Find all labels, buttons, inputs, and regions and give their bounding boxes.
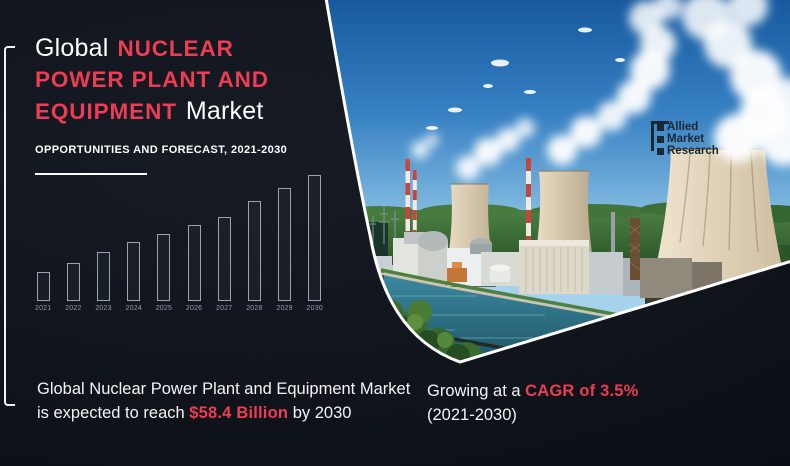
title-line-1: Global NUCLEAR	[35, 34, 287, 66]
bar-label-2026: 2026	[185, 305, 203, 312]
bar-column-2024: 2024	[126, 242, 142, 312]
title-line-3: EQUIPMENT Market	[35, 97, 287, 129]
bar-2026	[187, 225, 201, 301]
logo-bracket	[651, 121, 669, 151]
bar-label-2028: 2028	[246, 305, 263, 312]
small-clouds	[426, 27, 625, 130]
footer-left-line1: Global Nuclear Power Plant and Equipment…	[37, 380, 411, 398]
logo-square	[657, 148, 664, 155]
transmission-pylons	[370, 206, 399, 246]
bar-2024	[127, 242, 141, 301]
subtitle: OPPORTUNITIES AND FORECAST, 2021-2030	[35, 144, 288, 156]
steam-plumes	[411, 0, 790, 180]
bar-label-2027: 2027	[216, 305, 233, 312]
title-underline	[35, 173, 147, 175]
bar-2021	[36, 272, 50, 301]
bar-2028	[247, 201, 261, 301]
logo-word-3: Research	[667, 145, 719, 157]
footer-right-line1: Growing at a CAGR of 3.5%	[427, 382, 639, 400]
title-word-equipment: EQUIPMENT	[35, 99, 177, 124]
title-word-market: Market	[185, 97, 264, 125]
bar-column-2022: 2022	[65, 263, 81, 312]
footer-right-text: Growing at a CAGR of 3.5% (2021-2030)	[427, 380, 638, 427]
bar-2027	[217, 217, 231, 301]
left-edge-accent	[4, 46, 15, 406]
bar-2023	[97, 252, 111, 301]
bar-label-2024: 2024	[125, 305, 142, 312]
bar-2025	[157, 234, 171, 301]
market-value-highlight: $58.4 Billion	[189, 403, 289, 422]
bar-label-2022: 2022	[65, 305, 82, 312]
bar-2030	[308, 175, 322, 301]
allied-market-research-logo: Allied Market Research	[651, 121, 719, 158]
bar-label-2030: 2030	[306, 305, 323, 312]
bar-column-2027: 2027	[216, 217, 232, 312]
footer-right-line2: (2021-2030)	[427, 405, 517, 424]
plant-buildings	[366, 218, 722, 300]
bar-label-2023: 2023	[95, 305, 112, 312]
striped-chimneys	[405, 158, 615, 256]
bar-2022	[66, 263, 80, 301]
bar-column-2025: 2025	[156, 234, 172, 312]
cagr-highlight: CAGR of 3.5%	[525, 382, 639, 400]
footer-left-line2: is expected to reach $58.4 Billion by 20…	[37, 403, 352, 422]
growth-bar-chart: 2021 2022 2023 2024 2025 2026 2027 2028 2029 2030	[35, 172, 323, 312]
bar-column-2026: 2026	[186, 225, 202, 312]
logo-square	[657, 136, 664, 143]
bar-label-2029: 2029	[276, 305, 293, 312]
footer-left-text: Global Nuclear Power Plant and Equipment…	[37, 378, 410, 425]
bar-column-2021: 2021	[35, 272, 51, 312]
logo-square	[657, 124, 664, 131]
logo-word-2: Market	[667, 133, 705, 145]
title-block: Global NUCLEAR POWER PLANT AND EQUIPMENT M…	[35, 34, 287, 175]
bar-column-2030: 2030	[307, 175, 323, 312]
title-line-2: POWER PLANT AND	[35, 67, 269, 92]
bar-column-2029: 2029	[276, 188, 293, 312]
bar-2029	[278, 188, 292, 301]
photo-border-line	[324, 0, 790, 364]
title-word-nuclear: NUCLEAR	[117, 36, 234, 61]
bar-column-2023: 2023	[95, 252, 112, 312]
title-word-global: Global	[35, 34, 109, 62]
bar-label-2025: 2025	[155, 305, 173, 312]
bar-label-2021: 2021	[35, 305, 52, 312]
logo-word-1: Allied	[667, 121, 699, 133]
bar-column-2028: 2028	[246, 201, 262, 312]
